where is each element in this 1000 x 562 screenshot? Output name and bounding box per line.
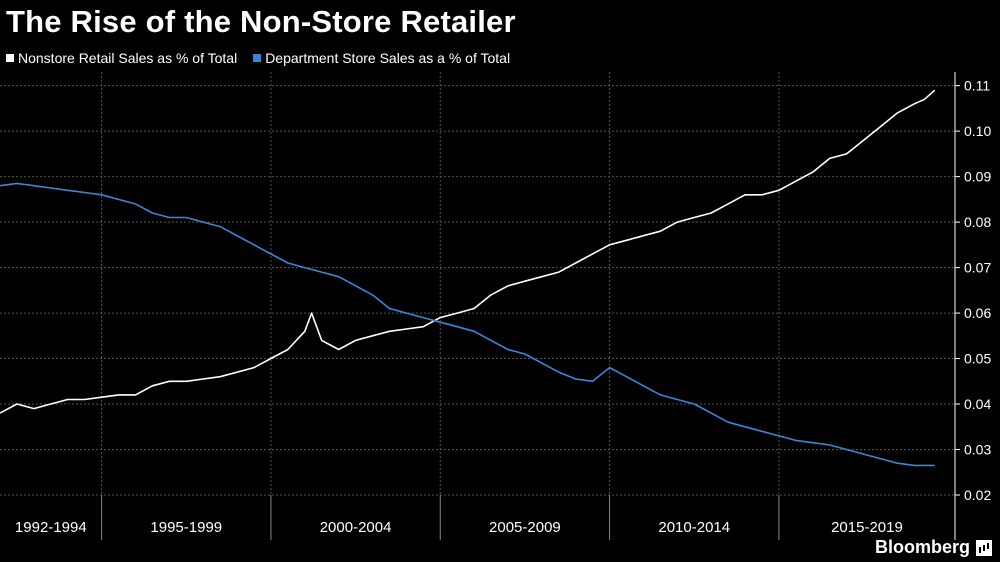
x-tick-label: 2000-2004 (320, 519, 392, 536)
legend-swatch-nonstore (6, 54, 14, 62)
y-tick-label: 0.09 (964, 169, 991, 185)
legend-label-nonstore: Nonstore Retail Sales as % of Total (18, 50, 238, 66)
legend-item-nonstore: Nonstore Retail Sales as % of Total (6, 50, 237, 66)
series-line-nonstore (0, 89, 936, 414)
y-tick-label: 0.07 (964, 260, 991, 276)
bloomberg-logo: Bloomberg (875, 537, 992, 558)
chart-title: The Rise of the Non-Store Retailer (6, 4, 516, 39)
x-tick-label: 1992-1994 (15, 519, 87, 536)
x-tick-label: 2015-2019 (831, 519, 903, 536)
series-line-department-store (0, 182, 935, 467)
y-tick-label: 0.10 (964, 123, 991, 139)
x-tick-label: 2010-2014 (658, 519, 730, 536)
bloomberg-chart-icon (976, 539, 992, 556)
y-tick-label: 0.04 (964, 396, 991, 412)
x-tick-label: 1995-1999 (150, 519, 222, 536)
y-tick-label: 0.11 (964, 78, 990, 94)
y-tick-label: 0.03 (964, 442, 991, 458)
x-tick-label: 2005-2009 (489, 519, 561, 536)
y-tick-label: 0.05 (964, 351, 991, 367)
legend-label-department-store: Department Store Sales as a % of Total (265, 50, 511, 66)
legend-item-department-store: Department Store Sales as a % of Total (253, 50, 510, 66)
chart-legend: Nonstore Retail Sales as % of Total Depa… (6, 50, 510, 66)
brand-name: Bloomberg (874, 537, 970, 557)
y-tick-label: 0.02 (964, 487, 991, 503)
legend-swatch-department-store (253, 54, 262, 62)
y-tick-label: 0.06 (964, 305, 991, 321)
y-tick-label: 0.08 (964, 214, 991, 230)
